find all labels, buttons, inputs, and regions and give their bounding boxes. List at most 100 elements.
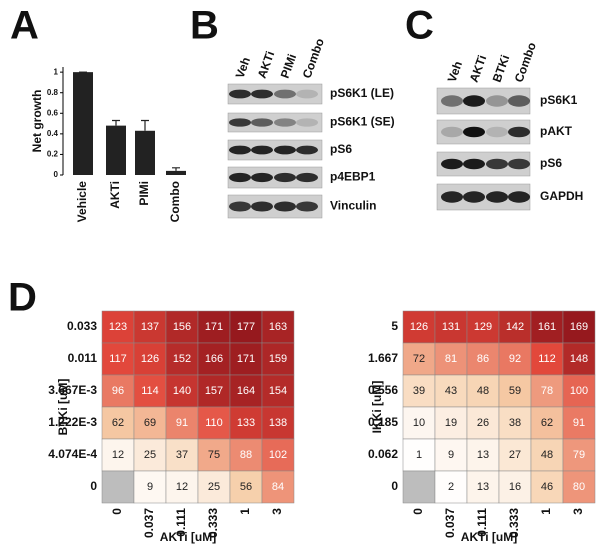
heat-cell — [261, 310, 295, 344]
blot-row-label: pS6 — [330, 142, 352, 156]
y-tick-label: 0.8 — [47, 88, 59, 97]
cell-label: 9 — [147, 481, 153, 493]
cell-label: 154 — [269, 385, 287, 397]
heat-cell — [466, 438, 500, 472]
blot-strip — [227, 112, 323, 133]
cell-label: 12 — [176, 481, 188, 493]
cell-label: 62 — [112, 417, 124, 429]
cell-label: 140 — [173, 385, 191, 397]
y-tick-label: 1.667 — [368, 351, 398, 365]
blot-lane-label: Veh — [445, 59, 465, 84]
y-tick-label: 0 — [90, 479, 97, 493]
blot-band — [508, 158, 530, 170]
panel-letter: C — [405, 4, 434, 48]
cell-label: 159 — [269, 353, 287, 365]
heat-cell — [530, 374, 564, 408]
cell-label: 26 — [477, 417, 489, 429]
panel-letter: B — [190, 4, 219, 48]
heat-cell — [261, 374, 295, 408]
heat-cell — [229, 438, 263, 472]
cell-label: 166 — [205, 353, 223, 365]
cell-label: 37 — [176, 449, 188, 461]
blot-band — [274, 89, 296, 99]
heat-cell — [466, 342, 500, 376]
blot-band — [274, 172, 296, 183]
blot-row-label: pAKT — [540, 124, 573, 138]
blot-band — [296, 201, 318, 212]
x-tick-label: AKTi — [108, 181, 122, 209]
y-tick-label: 0.4 — [47, 129, 59, 138]
x-axis-label: AKTi [uM] — [160, 530, 216, 544]
x-tick-label: 0 — [110, 508, 124, 515]
blot-band — [251, 89, 273, 99]
blot-band — [441, 95, 463, 107]
cell-label: 92 — [509, 353, 521, 365]
empty-cell — [402, 470, 436, 504]
heat-cell — [434, 374, 468, 408]
heat-cell — [101, 438, 135, 472]
y-tick-label: 0.6 — [47, 108, 59, 117]
heat-cell — [101, 406, 135, 440]
blot-band — [229, 201, 251, 212]
x-axis-label: AKTi [uM] — [461, 530, 517, 544]
x-tick-label: 0.037 — [142, 508, 156, 538]
blot-band — [274, 118, 296, 127]
heat-cell — [498, 470, 532, 504]
blot-band — [441, 126, 463, 138]
cell-label: 86 — [477, 353, 489, 365]
blot-lane-label: AKTi — [255, 49, 278, 80]
x-tick-label: 0.333 — [206, 508, 220, 538]
cell-label: 177 — [237, 321, 255, 333]
heat-cell — [229, 470, 263, 504]
cell-label: 2 — [448, 481, 454, 493]
blot-band — [508, 191, 530, 203]
x-tick-label: PIMi — [137, 181, 151, 206]
blot-lane-label: BTKi — [490, 53, 513, 84]
heat-cell — [197, 374, 231, 408]
y-tick-label: 1.222E-3 — [48, 415, 97, 429]
cell-label: 56 — [240, 481, 252, 493]
y-tick-label: 0.033 — [67, 319, 97, 333]
blot-lane-label: AKTi — [467, 53, 490, 84]
heat-cell — [165, 342, 199, 376]
blot-band — [229, 118, 251, 127]
blot-band — [296, 118, 318, 127]
cell-label: 126 — [410, 321, 428, 333]
blot-band — [441, 158, 463, 170]
cell-label: 163 — [269, 321, 287, 333]
y-tick-label: 1 — [54, 67, 59, 76]
y-axis-label: IKKi [uM] — [370, 381, 384, 434]
cell-label: 88 — [240, 449, 252, 461]
x-tick-label: 0.111 — [174, 508, 188, 537]
heat-cell — [261, 438, 295, 472]
y-tick-label: 0.2 — [47, 150, 59, 159]
x-tick-label: Vehicle — [75, 181, 89, 223]
heat-cell — [498, 374, 532, 408]
blot-band — [463, 158, 485, 170]
heat-cell — [434, 310, 468, 344]
x-tick-label: 0 — [411, 508, 425, 515]
cell-label: 161 — [538, 321, 556, 333]
cell-label: 69 — [144, 417, 156, 429]
heat-cell — [562, 470, 596, 504]
x-tick-label: 3 — [270, 508, 284, 515]
x-tick-label: 0.333 — [507, 508, 521, 538]
heat-cell — [434, 342, 468, 376]
y-tick-label: 0.011 — [68, 351, 98, 365]
heat-cell — [402, 374, 436, 408]
heat-cell — [101, 374, 135, 408]
error-bar — [112, 119, 120, 126]
x-tick-label: 0.111 — [475, 508, 489, 537]
panel-letter: A — [10, 4, 39, 48]
heat-cell — [562, 342, 596, 376]
heat-cell — [133, 310, 167, 344]
cell-label: 96 — [112, 385, 124, 397]
error-bar — [141, 119, 149, 131]
cell-label: 84 — [272, 481, 284, 493]
cell-label: 148 — [570, 353, 588, 365]
y-tick-label: 3.667E-3 — [48, 383, 97, 397]
heat-cell — [402, 406, 436, 440]
heat-cell — [498, 310, 532, 344]
x-tick-label: Combo — [168, 181, 182, 222]
